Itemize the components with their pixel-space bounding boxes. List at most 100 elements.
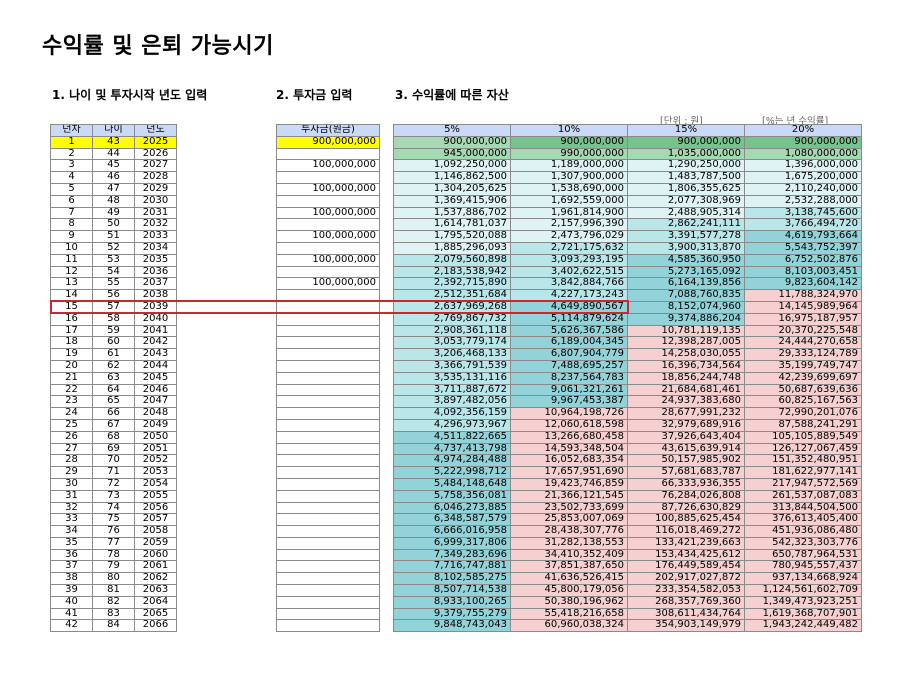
investment-cell[interactable]: 100,000,000 (276, 206, 380, 220)
asset-cell-rate-4[interactable]: 1,619,368,707,901 (744, 607, 862, 621)
age-cell[interactable]: 57 (92, 300, 135, 314)
age-cell[interactable]: 65 (92, 395, 135, 409)
year-cell[interactable]: 2056 (134, 501, 177, 515)
asset-cell-rate-1[interactable]: 3,535,131,116 (393, 371, 511, 385)
year-cell[interactable]: 2058 (134, 525, 177, 538)
year-cell[interactable]: 2065 (134, 607, 177, 621)
asset-cell-rate-3[interactable]: 2,077,308,969 (627, 194, 745, 208)
asset-cell-rate-4[interactable]: 11,788,324,970 (744, 289, 862, 302)
asset-cell-rate-1[interactable]: 1,614,781,037 (393, 218, 511, 232)
asset-cell-rate-4[interactable]: 16,975,187,957 (744, 312, 862, 326)
asset-cell-rate-2[interactable]: 37,851,387,650 (510, 560, 628, 574)
age-cell[interactable]: 47 (92, 182, 135, 196)
asset-cell-rate-2[interactable]: 9,967,453,387 (510, 395, 628, 409)
asset-cell-rate-3[interactable]: 21,684,681,461 (627, 383, 745, 397)
asset-cell-rate-3[interactable]: 2,488,905,314 (627, 206, 745, 220)
year-index-cell[interactable]: 24 (50, 407, 93, 420)
year-index-cell[interactable]: 40 (50, 595, 93, 609)
year-cell[interactable]: 2027 (134, 159, 177, 173)
asset-cell-rate-2[interactable]: 4,649,890,567 (510, 300, 628, 314)
age-cell[interactable]: 81 (92, 584, 135, 597)
year-index-cell[interactable]: 36 (50, 548, 93, 562)
asset-cell-rate-2[interactable]: 19,423,746,859 (510, 477, 628, 491)
asset-cell-rate-2[interactable]: 41,636,526,415 (510, 572, 628, 586)
year-index-cell[interactable]: 25 (50, 418, 93, 432)
year-index-cell[interactable]: 32 (50, 501, 93, 515)
age-cell[interactable]: 52 (92, 241, 135, 255)
asset-cell-rate-2[interactable]: 25,853,007,069 (510, 513, 628, 527)
asset-cell-rate-1[interactable]: 2,079,560,898 (393, 253, 511, 267)
investment-cell[interactable] (276, 513, 380, 527)
asset-cell-rate-2[interactable]: 1,961,814,900 (510, 206, 628, 220)
asset-cell-rate-4[interactable]: 3,766,494,720 (744, 218, 862, 232)
investment-cell[interactable] (276, 218, 380, 232)
asset-cell-rate-3[interactable]: 14,258,030,055 (627, 348, 745, 361)
asset-cell-rate-2[interactable]: 28,438,307,776 (510, 525, 628, 538)
asset-cell-rate-4[interactable]: 217,947,572,569 (744, 477, 862, 491)
year-index-cell[interactable]: 10 (50, 241, 93, 255)
age-cell[interactable]: 61 (92, 348, 135, 361)
asset-cell-rate-1[interactable]: 945,000,000 (393, 147, 511, 161)
asset-cell-rate-1[interactable]: 8,933,100,265 (393, 595, 511, 609)
age-cell[interactable]: 56 (92, 289, 135, 302)
year-index-cell[interactable]: 16 (50, 312, 93, 326)
year-index-cell[interactable]: 14 (50, 289, 93, 302)
year-index-cell[interactable]: 13 (50, 277, 93, 291)
year-cell[interactable]: 2061 (134, 560, 177, 574)
asset-cell-rate-3[interactable]: 116,018,469,272 (627, 525, 745, 538)
asset-cell-rate-2[interactable]: 16,052,683,354 (510, 454, 628, 468)
year-cell[interactable]: 2051 (134, 442, 177, 456)
asset-cell-rate-4[interactable]: 1,349,473,923,251 (744, 595, 862, 609)
investment-cell[interactable] (276, 595, 380, 609)
asset-cell-rate-1[interactable]: 2,769,867,732 (393, 312, 511, 326)
age-cell[interactable]: 84 (92, 619, 135, 633)
year-index-cell[interactable]: 38 (50, 572, 93, 586)
asset-cell-rate-1[interactable]: 4,974,284,488 (393, 454, 511, 468)
asset-cell-rate-4[interactable]: 50,687,639,636 (744, 383, 862, 397)
investment-cell[interactable]: 100,000,000 (276, 182, 380, 196)
age-cell[interactable]: 67 (92, 418, 135, 432)
year-cell[interactable]: 2049 (134, 418, 177, 432)
asset-cell-rate-3[interactable]: 5,273,165,092 (627, 265, 745, 279)
asset-cell-rate-2[interactable]: 1,692,559,000 (510, 194, 628, 208)
year-cell[interactable]: 2030 (134, 194, 177, 208)
year-index-cell[interactable]: 33 (50, 513, 93, 527)
asset-cell-rate-1[interactable]: 4,092,356,159 (393, 407, 511, 420)
age-cell[interactable]: 72 (92, 477, 135, 491)
age-cell[interactable]: 64 (92, 383, 135, 397)
asset-cell-rate-4[interactable]: 126,127,067,459 (744, 442, 862, 456)
year-cell[interactable]: 2031 (134, 206, 177, 220)
year-cell[interactable]: 2028 (134, 171, 177, 184)
year-cell[interactable]: 2044 (134, 359, 177, 373)
year-index-cell[interactable]: 19 (50, 348, 93, 361)
investment-cell[interactable] (276, 324, 380, 338)
asset-cell-rate-2[interactable]: 4,227,173,243 (510, 289, 628, 302)
year-cell[interactable]: 2043 (134, 348, 177, 361)
asset-cell-rate-1[interactable]: 3,206,468,133 (393, 348, 511, 361)
asset-cell-rate-3[interactable]: 100,885,625,454 (627, 513, 745, 527)
asset-cell-rate-3[interactable]: 32,979,689,916 (627, 418, 745, 432)
asset-cell-rate-4[interactable]: 105,105,889,549 (744, 430, 862, 444)
year-index-cell[interactable]: 2 (50, 147, 93, 161)
age-cell[interactable]: 79 (92, 560, 135, 574)
age-cell[interactable]: 49 (92, 206, 135, 220)
asset-cell-rate-3[interactable]: 9,374,886,204 (627, 312, 745, 326)
asset-cell-rate-1[interactable]: 1,885,296,093 (393, 241, 511, 255)
year-cell[interactable]: 2039 (134, 300, 177, 314)
asset-cell-rate-1[interactable]: 1,795,520,088 (393, 230, 511, 243)
asset-cell-rate-3[interactable]: 4,585,360,950 (627, 253, 745, 267)
asset-cell-rate-4[interactable]: 376,613,405,400 (744, 513, 862, 527)
asset-cell-rate-4[interactable]: 87,588,241,291 (744, 418, 862, 432)
age-cell[interactable]: 46 (92, 171, 135, 184)
asset-cell-rate-2[interactable]: 10,964,198,726 (510, 407, 628, 420)
investment-cell[interactable] (276, 336, 380, 350)
age-cell[interactable]: 76 (92, 525, 135, 538)
year-cell[interactable]: 2042 (134, 336, 177, 350)
investment-cell[interactable] (276, 194, 380, 208)
age-cell[interactable]: 82 (92, 595, 135, 609)
asset-cell-rate-3[interactable]: 6,164,139,856 (627, 277, 745, 291)
asset-cell-rate-1[interactable]: 6,999,317,806 (393, 536, 511, 550)
year-index-cell[interactable]: 8 (50, 218, 93, 232)
age-cell[interactable]: 80 (92, 572, 135, 586)
asset-cell-rate-1[interactable]: 2,512,351,684 (393, 289, 511, 302)
